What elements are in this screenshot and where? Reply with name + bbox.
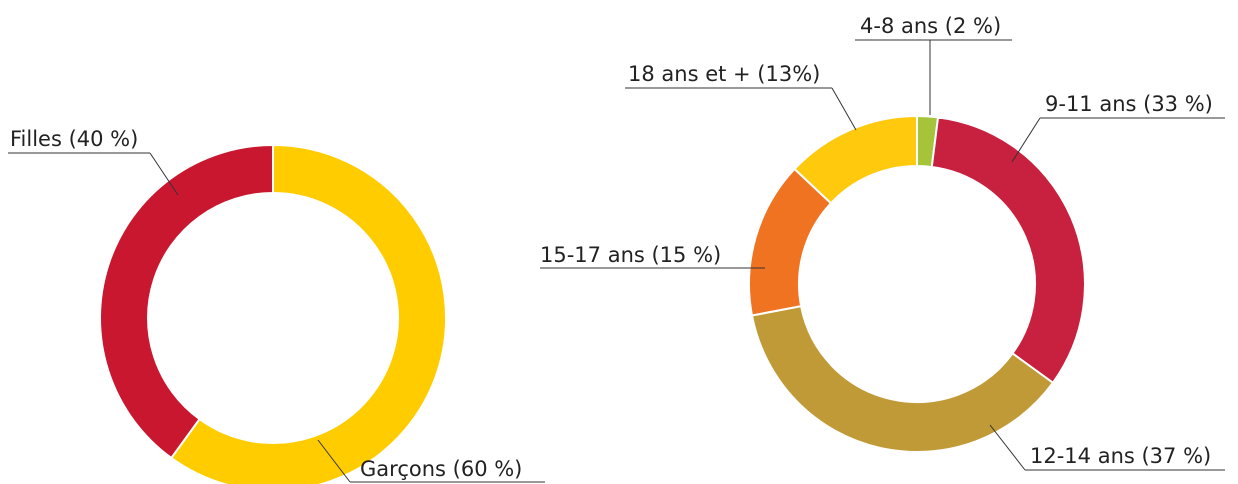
donut-slice (793, 114, 918, 205)
donut-slice (750, 304, 1055, 453)
slice-label: 15-17 ans (15 %) (540, 243, 721, 267)
leader-line (1011, 117, 1041, 163)
slice-label: 18 ans et + (13%) (628, 62, 820, 86)
leader-line (317, 439, 351, 483)
slice-label: 4-8 ans (2 %) (860, 14, 1001, 38)
leader-line (149, 152, 179, 196)
donut-slice (169, 143, 447, 484)
slice-label: 9-11 ans (33 %) (1045, 92, 1213, 116)
slice-label: Garçons (60 %) (360, 457, 522, 481)
donut-slice (930, 116, 1086, 385)
slice-label: Filles (40 %) (10, 127, 138, 151)
donut-slice (99, 143, 274, 460)
leader-line (989, 424, 1026, 471)
leader-line (831, 87, 857, 131)
slice-label: 12-14 ans (37 %) (1030, 444, 1211, 468)
